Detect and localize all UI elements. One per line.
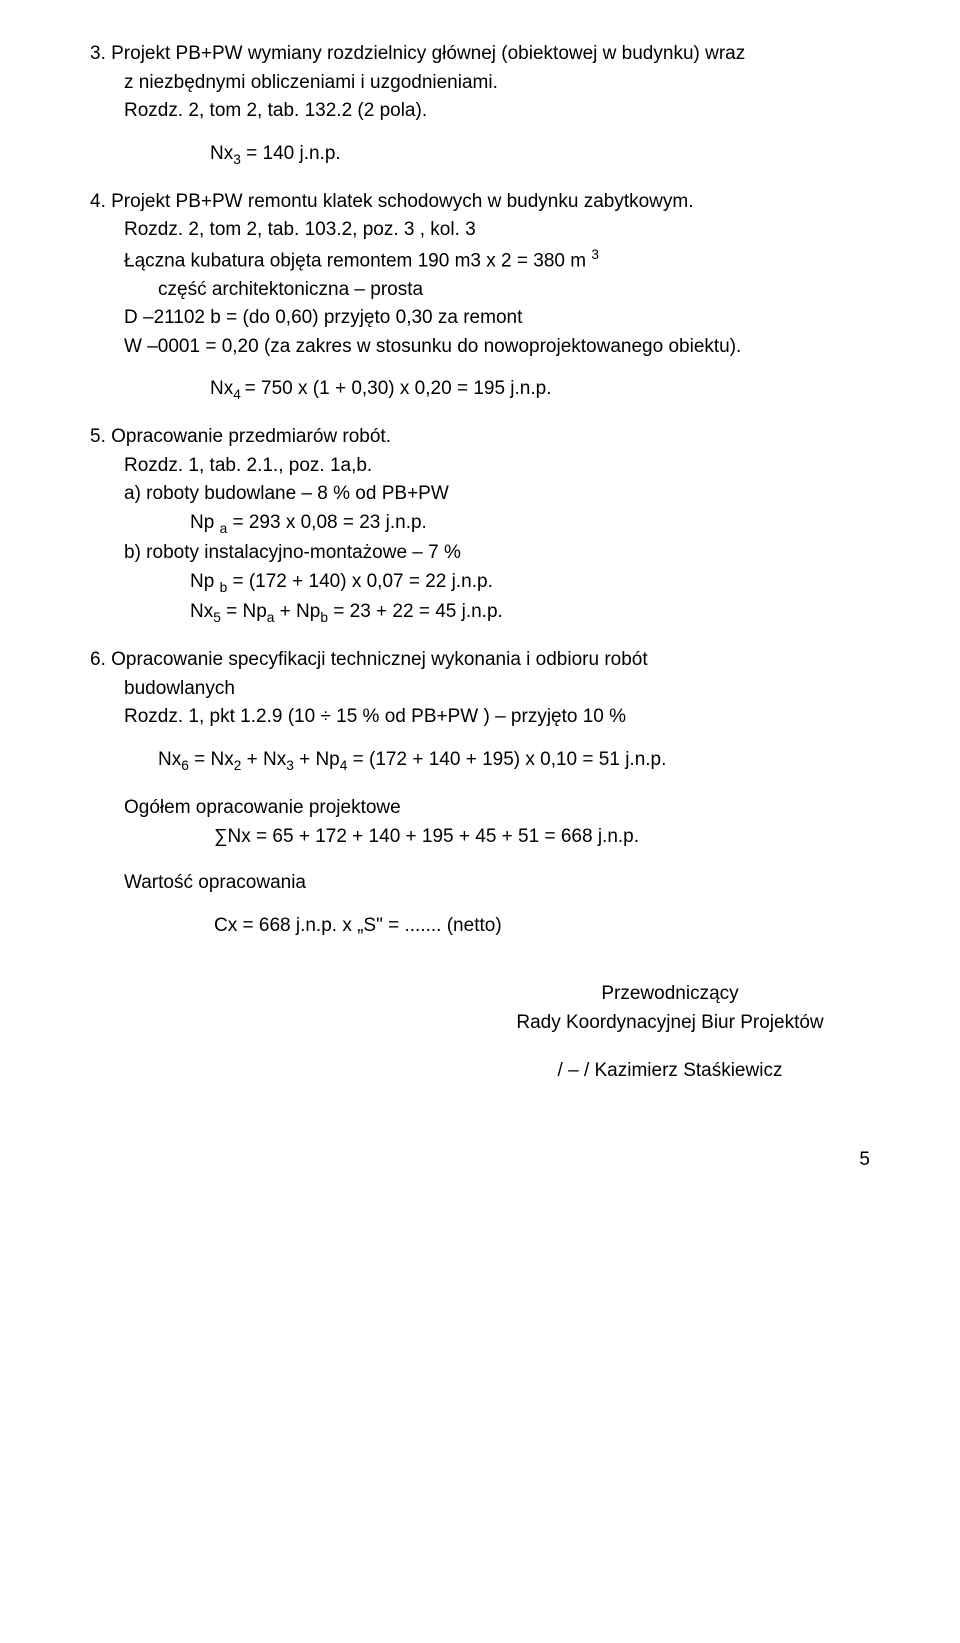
text: Np [190,571,220,592]
subscript: 5 [213,610,221,625]
text-line: Łączna kubatura objęta remontem 190 m3 x… [90,245,870,276]
formula-line: Nx3 = 140 j.n.p. [90,140,870,170]
formula-line: Np a = 293 x 0,08 = 23 j.n.p. [90,509,870,539]
text-line: 5. Opracowanie przedmiarów robót. [90,423,870,452]
text: Łączna kubatura objęta remontem 190 m3 x… [124,250,591,271]
subscript: b [320,610,328,625]
text: = 140 j.n.p. [241,143,341,164]
formula-line: Nx6 = Nx2 + Nx3 + Np4 = (172 + 140 + 195… [90,746,870,776]
text: Nx [190,601,213,622]
total-block: Ogółem opracowanie projektowe ∑Nx = 65 +… [90,794,870,851]
text: = 750 x (1 + 0,30) x 0,20 = 195 j.n.p. [245,378,552,399]
text: Nx [210,378,233,399]
text-line: 4. Projekt PB+PW remontu klatek schodowy… [90,188,870,217]
formula-line: Nx5 = Npa + Npb = 23 + 22 = 45 j.n.p. [90,598,870,628]
text-line: Rozdz. 2, tom 2, tab. 103.2, poz. 3 , ko… [90,216,870,245]
text: = (172 + 140 + 195) x 0,10 = 51 j.n.p. [347,749,666,770]
text: = Np [221,601,267,622]
text-line: część architektoniczna – prosta [90,276,870,305]
text-line: 3. Projekt PB+PW wymiany rozdzielnicy gł… [90,40,870,69]
text-line: z niezbędnymi obliczeniami i uzgodnienia… [90,69,870,98]
text: + Nx [241,749,286,770]
text-line: / – / Kazimierz Staśkiewicz [470,1057,870,1086]
subscript: 3 [233,151,241,166]
text: = Nx [189,749,234,770]
subscript: 4 [233,387,244,402]
formula-line: Nx4 = 750 x (1 + 0,30) x 0,20 = 195 j.n.… [90,375,870,405]
text: + Np [274,601,320,622]
section-4: 4. Projekt PB+PW remontu klatek schodowy… [90,188,870,406]
text-line: a) roboty budowlane – 8 % od PB+PW [90,480,870,509]
formula-line: ∑Nx = 65 + 172 + 140 + 195 + 45 + 51 = 6… [124,823,870,852]
section-3: 3. Projekt PB+PW wymiany rozdzielnicy gł… [90,40,870,170]
text: Nx [158,749,181,770]
text-line: 6. Opracowanie specyfikacji technicznej … [90,646,870,675]
text-line: b) roboty instalacyjno-montażowe – 7 % [90,539,870,568]
section-6: 6. Opracowanie specyfikacji technicznej … [90,646,870,776]
text: Nx [210,143,233,164]
text-line: D –21102 b = (do 0,60) przyjęto 0,30 za … [90,304,870,333]
formula-line: Cx = 668 j.n.p. x „S" = ....... (netto) [124,912,870,941]
subscript: 6 [181,758,189,773]
text: Np [190,512,220,533]
text-line: Ogółem opracowanie projektowe [124,794,870,823]
text: = 23 + 22 = 45 j.n.p. [328,601,503,622]
formula-line: Np b = (172 + 140) x 0,07 = 22 j.n.p. [90,568,870,598]
section-5: 5. Opracowanie przedmiarów robót. Rozdz.… [90,423,870,628]
text-line: Rozdz. 2, tom 2, tab. 132.2 (2 pola). [90,97,870,126]
text-line: Wartość opracowania [124,869,870,898]
text-line: Rozdz. 1, tab. 2.1., poz. 1a,b. [90,452,870,481]
text-line: Rozdz. 1, pkt 1.2.9 (10 ÷ 15 % od PB+PW … [90,703,870,732]
text-line: W –0001 = 0,20 (za zakres w stosunku do … [90,333,870,362]
text-line: budowlanych [90,675,870,704]
text: + Np [294,749,340,770]
superscript: 3 [591,247,599,262]
signature-block: Przewodniczący Rady Koordynacyjnej Biur … [470,980,870,1086]
text: = 293 x 0,08 = 23 j.n.p. [227,512,427,533]
text-line: Przewodniczący [470,980,870,1009]
page-number: 5 [90,1146,870,1175]
subscript: 3 [286,758,294,773]
text-line: Rady Koordynacyjnej Biur Projektów [470,1009,870,1038]
text: = (172 + 140) x 0,07 = 22 j.n.p. [227,571,493,592]
value-block: Wartość opracowania Cx = 668 j.n.p. x „S… [90,869,870,940]
